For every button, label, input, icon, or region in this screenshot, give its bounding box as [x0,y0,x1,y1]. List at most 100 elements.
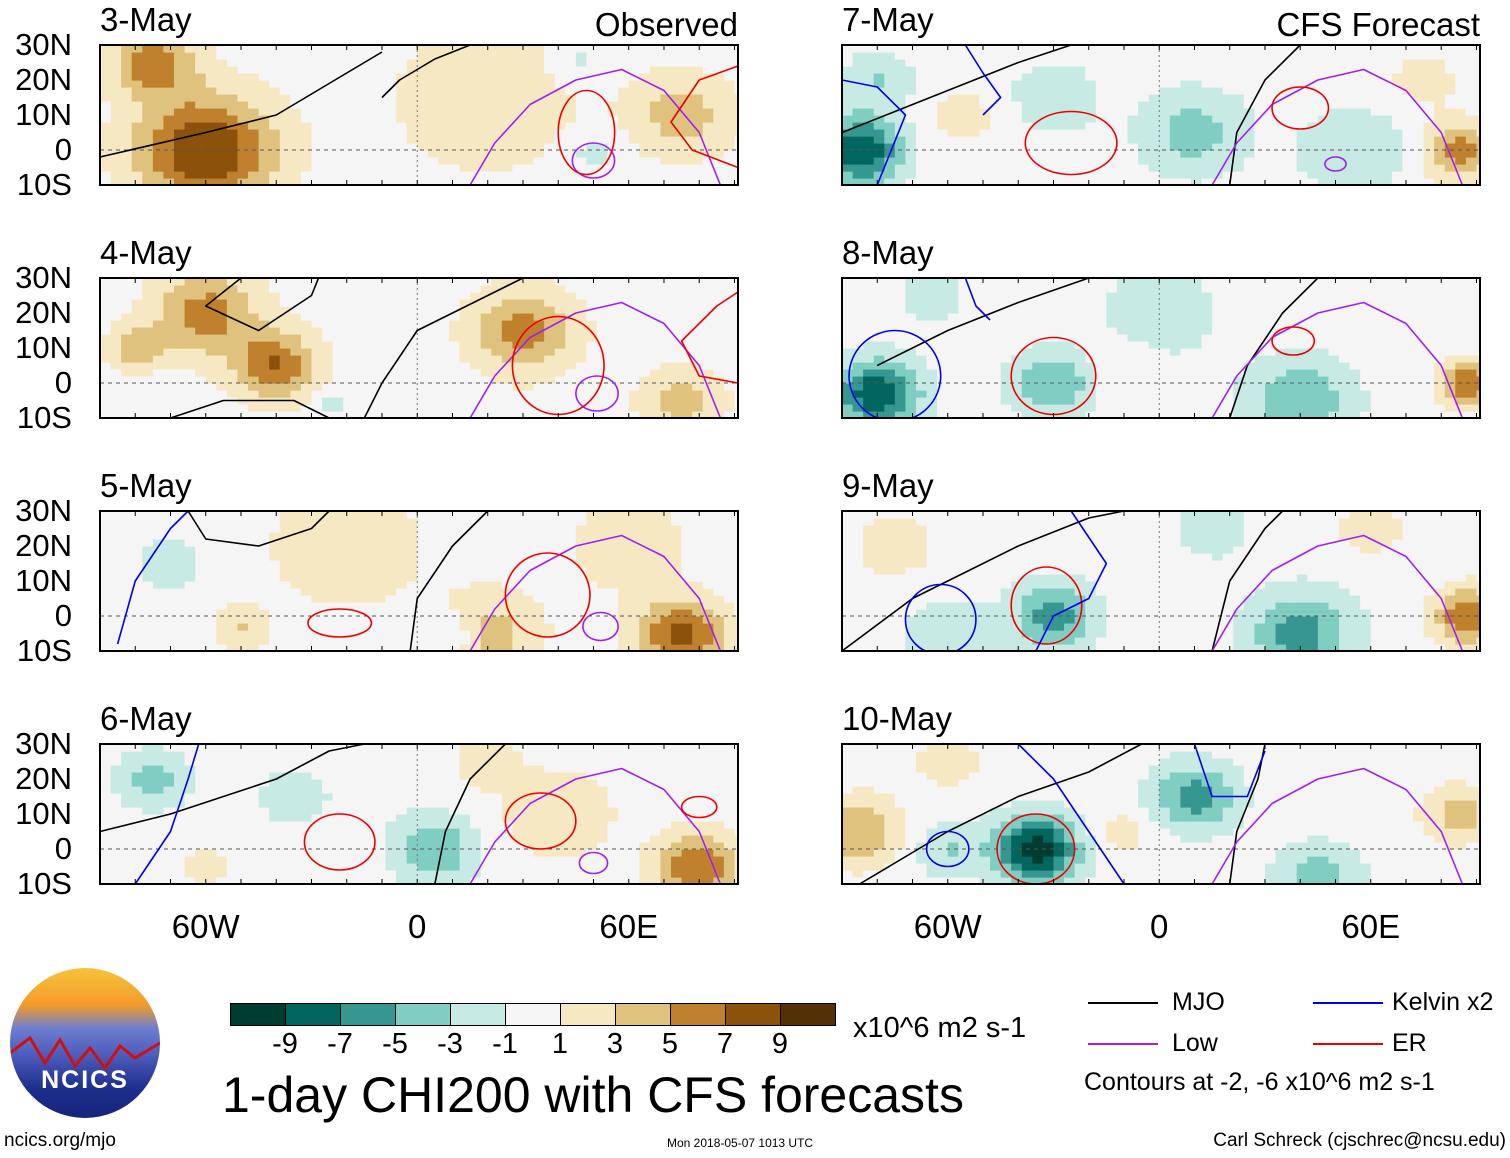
chi-cell [649,765,662,773]
chi-cell [279,178,291,186]
chi-cell [131,122,143,130]
chi-cell [470,45,482,53]
chi-cell [723,52,736,60]
chi-cell [110,863,122,871]
chi-cell [702,397,714,405]
chi-cell [607,595,619,603]
chi-cell [100,285,112,293]
chi-cell [618,45,630,53]
chi-cell [544,108,556,116]
chi-cell [639,630,651,638]
chi-cell [174,814,186,822]
chi-cell [681,546,693,554]
chi-cell [512,793,524,801]
chi-cell [131,856,143,864]
chi-cell [396,821,408,829]
chi-cell [702,285,714,293]
chi-cell [110,786,122,794]
chi-cell [681,45,693,53]
chi-cell [269,341,281,349]
chi-cell [628,348,640,356]
chi-cell [142,518,154,526]
chi-cell [713,52,725,60]
chi-cell [332,849,344,857]
chi-cell [110,511,122,519]
chi-cell [110,539,122,547]
chi-cell [639,369,651,377]
chi-cell [618,334,630,342]
chi-cell [448,164,461,172]
chi-cell [269,758,281,766]
chi-cell [544,511,556,519]
chi-cell [343,870,355,878]
chi-cell [396,856,408,864]
chi-cell [121,870,133,878]
chi-cell [142,765,154,773]
chi-cell [512,369,524,377]
chi-cell [322,376,334,384]
chi-cell [438,849,450,857]
chi-cell [639,616,651,624]
chi-cell [269,877,281,885]
chi-cell [491,108,503,116]
chi-cell [290,136,302,144]
chi-cell [195,870,207,878]
chi-cell [554,525,566,533]
chi-cell [374,320,387,328]
chi-cell [279,45,291,53]
chi-cell [322,313,334,321]
chi-cell [248,383,260,391]
chi-cell [639,278,651,286]
chi-cell [459,581,471,589]
chi-cell [237,560,249,568]
chi-cell [311,616,323,624]
chi-cell [681,616,693,624]
chi-cell [290,623,302,631]
chi-cell [343,362,355,370]
mjo-contour [409,510,489,652]
chi-cell [565,532,577,540]
chi-cell [311,362,323,370]
chi-cell [353,588,365,596]
chi-cell [544,164,556,172]
chi-cell [597,59,609,67]
chi-cell [121,814,133,822]
chi-cell [332,292,344,300]
chi-cell [448,52,461,60]
chi-cell [311,525,323,533]
chi-cell [501,856,514,864]
chi-cell [512,637,524,645]
chi-cell [332,52,344,60]
chi-cell [142,334,154,342]
chi-cell [671,278,683,286]
chi-cell [174,383,186,391]
chi-cell [110,595,122,603]
chi-cell [195,751,207,759]
chi-cell [586,341,598,349]
chi-cell [311,532,323,540]
chi-cell [628,863,640,871]
chi-cell [311,327,323,335]
chi-cell [628,178,640,186]
chi-cell [237,348,249,356]
chi-cell [480,327,492,335]
chi-cell [597,390,609,398]
chi-cell [237,87,249,95]
chi-cell [110,164,122,172]
chi-cell [470,348,482,356]
chi-cell [512,546,524,554]
chi-cell [607,560,619,568]
chi-cell [681,863,693,871]
chi-cell [353,511,365,519]
chi-cell [163,786,175,794]
chi-cell [491,355,503,363]
chi-cell [174,525,186,533]
chi-cell [290,553,302,561]
chi-cell [279,567,291,575]
chi-cell [290,362,302,370]
chi-cell [512,602,524,610]
chi-cell [110,101,122,109]
chi-cell [131,66,143,74]
chi-cell [597,334,609,342]
chi-cell [681,369,693,377]
